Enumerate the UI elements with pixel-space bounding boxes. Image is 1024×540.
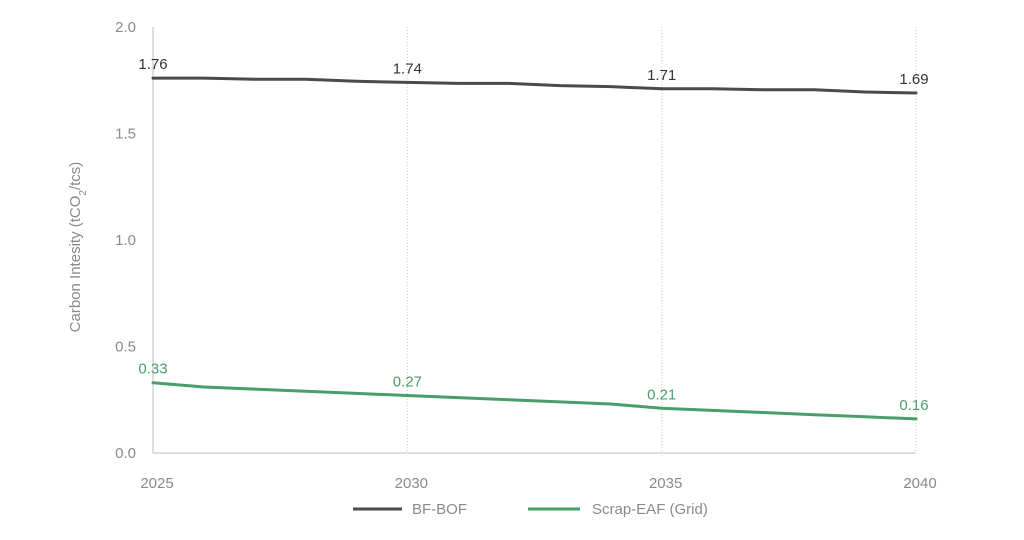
data-label-1-2035: 0.21: [647, 386, 676, 403]
grid: [406, 27, 917, 453]
data-label-0-2025: 1.76: [138, 56, 167, 73]
data-label-0-2030: 1.74: [393, 60, 422, 77]
x-tick-2030: 2030: [395, 475, 428, 492]
data-label-0-2040: 1.69: [899, 71, 928, 88]
x-tick-2025: 2025: [140, 475, 173, 492]
y-axis-label: Carbon Intesity (tCO2/tcs): [67, 162, 89, 333]
legend-label-1: Scrap-EAF (Grid): [592, 501, 708, 518]
series-lines: [151, 76, 918, 421]
legend: BF-BOF Scrap-EAF (Grid): [353, 501, 708, 518]
y-tick-1.0: 1.0: [115, 232, 136, 249]
series-line-0: [151, 76, 918, 95]
data-label-1-2025: 0.33: [138, 361, 167, 378]
y-tick-0.5: 0.5: [115, 339, 136, 356]
data-label-0-2035: 1.71: [647, 67, 676, 84]
y-tick-1.5: 1.5: [115, 126, 136, 143]
data-labels: 1.76 1.74 1.71 1.69 0.33 0.27 0.21 0.16: [138, 56, 928, 414]
y-tick-labels: 0.0 0.5 1.0 1.5 2.0: [115, 19, 136, 462]
y-tick-0.0: 0.0: [115, 445, 136, 462]
data-label-1-2030: 0.27: [393, 373, 422, 390]
data-label-1-2040: 0.16: [899, 397, 928, 414]
series-line-1: [151, 381, 918, 421]
y-tick-2.0: 2.0: [115, 19, 136, 36]
legend-label-0: BF-BOF: [412, 501, 467, 518]
x-tick-2040: 2040: [903, 475, 936, 492]
x-tick-labels: 2025 2030 2035 2040: [140, 475, 936, 492]
x-tick-2035: 2035: [649, 475, 682, 492]
